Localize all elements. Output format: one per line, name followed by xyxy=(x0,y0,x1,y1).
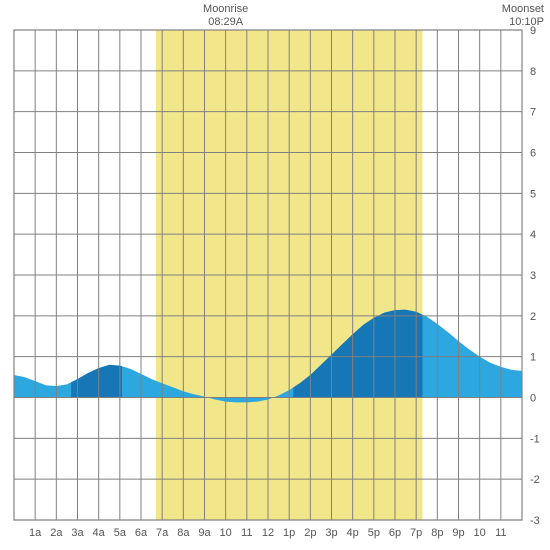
x-tick-label: 2p xyxy=(304,527,316,539)
x-tick-label: 9p xyxy=(452,527,464,539)
x-tick-label: 9a xyxy=(198,527,211,539)
x-tick-label: 11 xyxy=(495,527,506,539)
moonset-label: Moonset xyxy=(502,3,544,15)
x-tick-label: 3p xyxy=(325,527,337,539)
x-tick-label: 10 xyxy=(220,527,232,539)
moonrise-label: Moonrise xyxy=(203,3,248,15)
x-tick-label: 2a xyxy=(50,527,63,539)
y-tick-label: 8 xyxy=(530,66,536,78)
x-tick-label: 10 xyxy=(474,527,486,539)
x-tick-label: 1a xyxy=(29,527,42,539)
x-tick-label: 4p xyxy=(347,527,359,539)
x-tick-label: 4a xyxy=(93,527,106,539)
y-tick-label: -1 xyxy=(530,433,540,445)
y-tick-label: 6 xyxy=(530,148,536,160)
tide-chart: -3-2-101234567891a2a3a4a5a6a7a8a9a101112… xyxy=(0,0,550,550)
x-tick-label: 7p xyxy=(410,527,422,539)
y-tick-label: 5 xyxy=(530,188,536,200)
y-tick-label: 4 xyxy=(530,229,536,241)
x-tick-label: 5p xyxy=(368,527,380,539)
x-tick-label: 6p xyxy=(389,527,401,539)
y-tick-label: 2 xyxy=(530,311,536,323)
x-tick-label: 7a xyxy=(156,527,169,539)
x-tick-label: 1p xyxy=(283,527,295,539)
x-tick-label: 8p xyxy=(431,527,443,539)
y-tick-label: 0 xyxy=(530,393,536,405)
x-tick-label: 12 xyxy=(262,527,274,539)
moonset-time: 10:10P xyxy=(509,16,544,28)
y-tick-label: -3 xyxy=(530,515,540,527)
y-tick-label: -2 xyxy=(530,474,540,486)
y-tick-label: 3 xyxy=(530,270,536,282)
x-tick-label: 8a xyxy=(177,527,190,539)
y-tick-label: 7 xyxy=(530,107,536,119)
x-tick-label: 11 xyxy=(241,527,252,539)
x-tick-label: 3a xyxy=(71,527,84,539)
chart-svg: -3-2-101234567891a2a3a4a5a6a7a8a9a101112… xyxy=(0,0,550,550)
x-tick-label: 5a xyxy=(114,527,127,539)
x-tick-label: 6a xyxy=(135,527,148,539)
moonrise-time: 08:29A xyxy=(208,16,244,28)
y-tick-label: 1 xyxy=(530,352,536,364)
